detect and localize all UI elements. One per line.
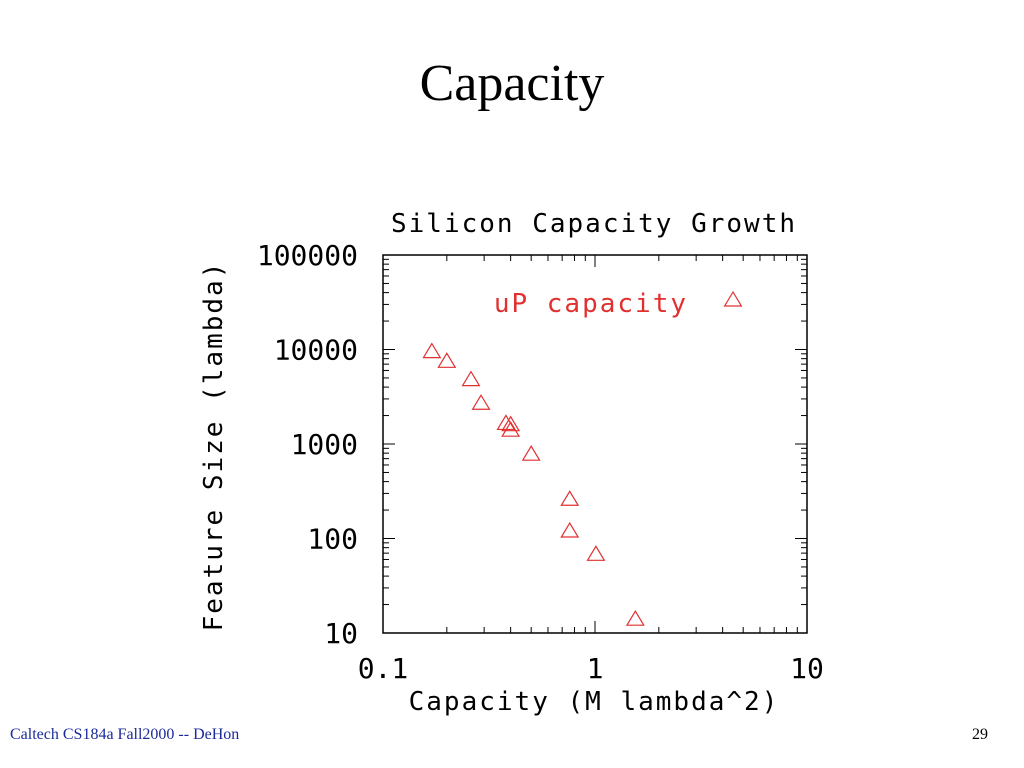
y-tick-label: 1000 [291, 428, 358, 461]
data-point [501, 415, 521, 432]
y-tick-label: 100000 [257, 239, 358, 272]
data-point [521, 445, 541, 461]
x-tick-labels: 0.1 1 10 [358, 652, 824, 685]
data-point [461, 370, 481, 387]
x-tick-label: 10 [790, 652, 824, 685]
minor-ticks [383, 255, 807, 633]
x-tick-label: 0.1 [358, 652, 409, 685]
legend: uP capacity [494, 289, 743, 319]
legend-marker [723, 290, 743, 307]
slide-title: Capacity [419, 55, 605, 112]
y-tick-labels: 10 100 1000 10000 100000 [257, 239, 358, 650]
y-tick-label: 10000 [274, 334, 358, 367]
chart-title: Silicon Capacity Growth [391, 209, 797, 239]
data-point [560, 521, 580, 538]
data-point [501, 421, 521, 437]
x-tick-label: 1 [587, 652, 604, 685]
data-point [625, 610, 645, 626]
y-tick-label: 10 [324, 617, 358, 650]
page-number: 29 [972, 726, 988, 743]
data-point [437, 352, 457, 368]
x-axis-label: Capacity (M lambda^2) [409, 687, 780, 717]
data-point [586, 545, 606, 561]
data-point [471, 394, 491, 410]
data-points [422, 342, 645, 626]
data-point [560, 490, 580, 506]
data-point [422, 342, 442, 359]
y-tick-label: 100 [307, 523, 358, 556]
y-axis-label: Feature Size (lambda) [199, 261, 229, 632]
footer-text: Caltech CS184a Fall2000 -- DeHon [10, 726, 240, 743]
legend-label: uP capacity [494, 289, 688, 319]
